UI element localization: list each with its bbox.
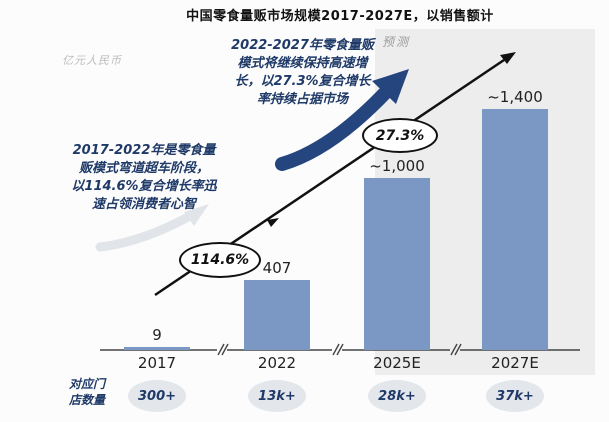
bar-2027E bbox=[482, 109, 548, 350]
annotation-2017-2022: 2017-2022年是零食量 贩模式弯道超车阶段， 以114.6%复合增长率迅 … bbox=[71, 143, 217, 212]
chart-title: 中国零食量贩市场规模2017-2027E，以销售额计 bbox=[186, 9, 494, 24]
value-label-2017: 9 bbox=[152, 326, 162, 344]
x-tick-2017: 2017 bbox=[137, 354, 177, 372]
axis-break-3 bbox=[450, 343, 462, 357]
store-count-badge-2017: 300+ bbox=[128, 380, 186, 412]
cagr-badge-2017-2022: 114.6% bbox=[179, 242, 261, 278]
cagr-badge-2022-2027: 27.3% bbox=[362, 118, 438, 153]
navy-swoosh-arrow bbox=[275, 69, 409, 171]
value-label-2022: 407 bbox=[262, 259, 292, 277]
annotation-2022-2027: 2022-2027年零食量贩 模式将继续保持高速增 长，以27.3%复合增长 率… bbox=[231, 38, 374, 107]
bar-2025E bbox=[364, 178, 430, 350]
bar-2022 bbox=[244, 280, 310, 350]
value-label-2025E: ~1,000 bbox=[369, 157, 425, 175]
x-axis bbox=[100, 343, 580, 357]
value-label-2027E: ~1,400 bbox=[487, 88, 543, 106]
axis-break-2 bbox=[332, 343, 344, 357]
bar-2017 bbox=[124, 347, 190, 350]
x-tick-2022: 2022 bbox=[257, 354, 297, 372]
store-count-badge-2027E: 37k+ bbox=[486, 380, 544, 412]
y-axis-unit-label: 亿元人民币 bbox=[62, 54, 122, 67]
axis-break-1 bbox=[217, 343, 229, 357]
store-count-badge-2025E: 28k+ bbox=[368, 380, 426, 412]
forecast-label: 预测 bbox=[382, 35, 411, 49]
store-count-caption: 对应门 店数量 bbox=[68, 377, 105, 407]
store-count-badge-2022: 13k+ bbox=[248, 380, 306, 412]
x-tick-2027E: 2027E bbox=[491, 354, 539, 372]
x-tick-2025E: 2025E bbox=[373, 354, 421, 372]
gray-swoosh-arrow bbox=[95, 204, 209, 252]
